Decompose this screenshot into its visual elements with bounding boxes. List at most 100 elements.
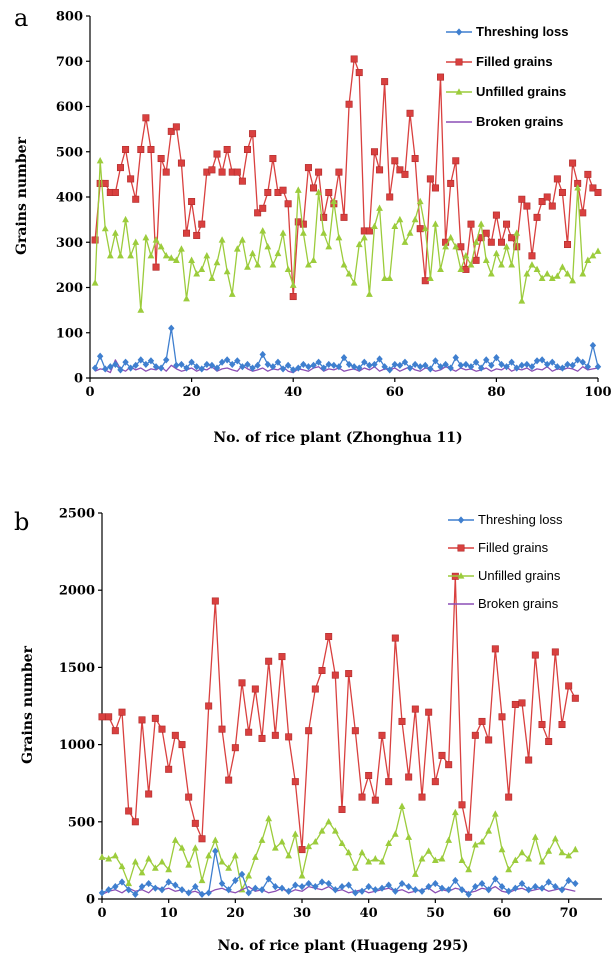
data-point [116, 164, 124, 172]
x-tick-label: 20 [183, 385, 201, 400]
data-point [416, 197, 424, 205]
data-point [579, 270, 587, 277]
data-point [432, 357, 439, 365]
data-point [254, 209, 262, 217]
data-point [157, 242, 165, 250]
data-point [171, 731, 179, 739]
data-point [167, 254, 175, 261]
data-point [91, 279, 99, 286]
x-axis-label: No. of rice plant (Huageng 295) [217, 938, 468, 954]
data-point [345, 848, 353, 856]
data-point [411, 215, 419, 223]
data-point [249, 364, 256, 372]
data-point [372, 886, 379, 894]
data-point [538, 858, 546, 865]
data-point [392, 887, 399, 895]
data-point [445, 886, 452, 894]
y-tick-label: 400 [56, 191, 83, 206]
data-point [491, 645, 499, 653]
data-point [381, 78, 389, 86]
data-point [218, 168, 226, 176]
data-point [462, 360, 470, 369]
data-point [325, 879, 332, 888]
y-tick-label: 600 [56, 100, 83, 115]
data-point [191, 819, 199, 827]
data-point [431, 778, 439, 786]
data-point [358, 848, 366, 856]
data-point [572, 879, 579, 888]
data-point [391, 830, 399, 837]
data-point [264, 360, 271, 369]
legend-swatch-marker [457, 572, 465, 579]
data-point [178, 360, 185, 369]
data-point [278, 884, 286, 892]
data-point [391, 634, 399, 642]
data-point [265, 814, 273, 822]
data-point [471, 731, 479, 739]
data-point [118, 878, 126, 886]
data-point [398, 879, 406, 888]
x-tick-label: 70 [560, 906, 578, 921]
data-point [218, 879, 226, 888]
data-point [371, 360, 378, 369]
data-point [198, 220, 206, 228]
legend-swatch-marker [455, 88, 463, 95]
legend-label: Broken grains [478, 596, 559, 611]
data-point [447, 179, 455, 187]
x-tick-label: 40 [360, 906, 378, 921]
data-point [569, 361, 576, 369]
data-point [211, 836, 219, 843]
data-point [332, 886, 339, 894]
data-point [238, 177, 246, 185]
data-point [565, 876, 572, 885]
y-tick-label: 500 [56, 145, 83, 160]
data-point [545, 738, 553, 746]
data-point [213, 150, 221, 158]
data-point [325, 360, 332, 369]
data-point [458, 856, 466, 863]
data-point [299, 220, 307, 228]
data-point [291, 778, 299, 786]
data-point [396, 215, 404, 223]
data-point [589, 341, 597, 350]
data-point [564, 360, 571, 369]
data-point [425, 708, 433, 716]
data-point [452, 876, 459, 885]
data-point [269, 261, 277, 268]
data-point [131, 858, 139, 865]
data-point [96, 352, 104, 360]
data-point [249, 130, 257, 138]
data-point [518, 297, 526, 304]
data-point [244, 263, 251, 270]
data-point [245, 872, 253, 879]
data-point [258, 886, 266, 894]
data-point [147, 252, 155, 259]
data-point [452, 242, 460, 250]
data-point [350, 363, 358, 371]
data-point [205, 702, 213, 710]
series-filled-grains [98, 572, 579, 854]
data-point [145, 855, 153, 862]
data-point [491, 810, 499, 817]
data-point [438, 855, 446, 862]
data-point [265, 657, 273, 665]
data-point [193, 363, 200, 371]
data-point [437, 363, 444, 371]
data-point [503, 363, 510, 371]
data-point [355, 69, 363, 77]
data-point [401, 358, 409, 366]
data-point [183, 229, 191, 237]
data-point [371, 222, 378, 230]
data-point [376, 204, 383, 211]
data-point [411, 870, 419, 877]
data-point [533, 213, 541, 221]
data-point [498, 713, 506, 721]
data-point [157, 364, 165, 372]
data-point [112, 360, 119, 369]
data-point [385, 881, 392, 889]
data-point [432, 879, 439, 888]
data-point [138, 716, 146, 724]
data-point [396, 361, 404, 369]
data-point [151, 714, 159, 722]
